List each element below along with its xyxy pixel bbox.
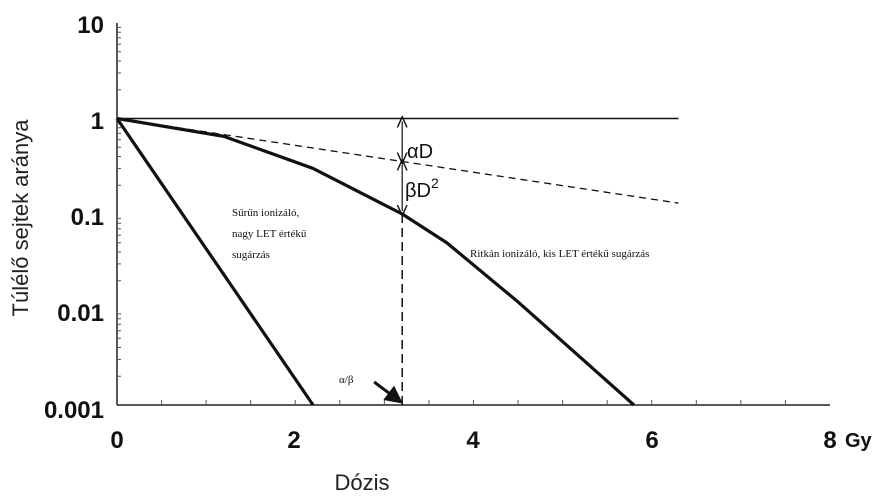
alpha-beta-pointer-arrow	[373, 380, 404, 404]
y-tick-label: 10	[77, 12, 104, 39]
sparse-ionizing-curve	[116, 116, 635, 407]
series-layer	[115, 116, 679, 407]
dense-ionizing-label: nagy LET értékű	[232, 228, 307, 240]
y-axis-title: Túlélő sejtek aránya	[8, 119, 33, 317]
axes	[116, 23, 830, 406]
beta-d2-base: βD	[405, 180, 431, 202]
dense-ionizing-label: sugárzás	[232, 249, 270, 261]
x-tick-label: 8	[823, 427, 836, 454]
linear-component-dashed-line	[116, 117, 679, 204]
x-axis-title: Dózis	[334, 470, 389, 495]
y-tick-label: 0.1	[71, 204, 104, 231]
dense-ionizing-curve	[115, 117, 315, 406]
y-tick-label: 0.001	[44, 397, 104, 424]
x-tick-label: 0	[110, 427, 123, 454]
x-tick-label: 2	[287, 427, 300, 454]
sparse-ionizing-label: Ritkán ionizáló, kis LET értékű sugárzás	[470, 248, 649, 260]
minor-ticks	[117, 26, 786, 405]
x-tick-label: 6	[645, 427, 658, 454]
x-unit-label: Gy	[845, 430, 873, 452]
beta-d2-exponent: 2	[431, 175, 439, 191]
x-tick-label: 4	[466, 427, 480, 454]
dense-ionizing-label: Sűrűn ionizáló,	[232, 207, 299, 219]
y-tick-label: 0.01	[57, 300, 104, 327]
alpha-beta-label: α/β	[339, 374, 354, 386]
alpha-d-label: αD	[407, 141, 433, 163]
y-tick-label: 1	[91, 108, 104, 135]
beta-d2-label: βD2	[405, 175, 439, 202]
